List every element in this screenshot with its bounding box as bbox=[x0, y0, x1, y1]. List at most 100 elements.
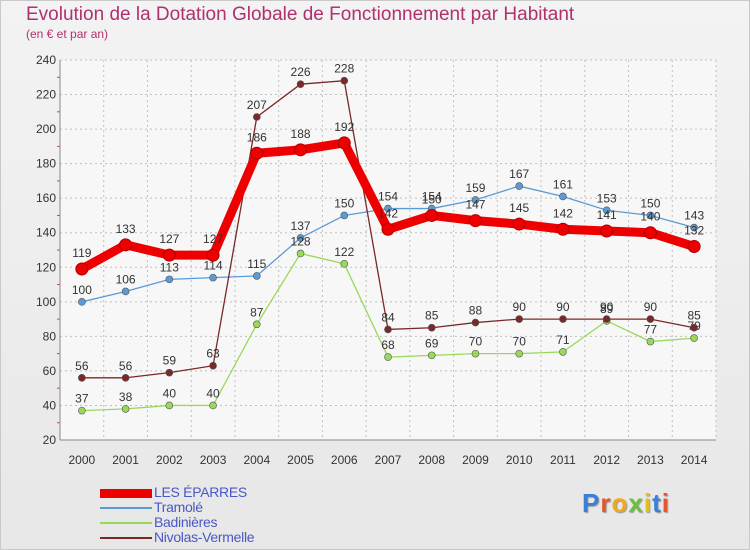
legend-label: Badinières bbox=[154, 514, 218, 530]
data-point bbox=[340, 260, 349, 268]
data-point bbox=[425, 208, 439, 222]
logo-letter: o bbox=[611, 488, 629, 518]
data-point bbox=[384, 353, 392, 361]
data-label: 127 bbox=[203, 232, 223, 246]
data-point bbox=[515, 182, 524, 190]
chart-title: Evolution de la Dotation Globale de Fonc… bbox=[26, 4, 575, 25]
x-tick-label: 2006 bbox=[331, 453, 358, 467]
data-point bbox=[643, 226, 657, 240]
x-tick-label: 2004 bbox=[243, 453, 270, 467]
logo-letter: i bbox=[643, 488, 653, 518]
data-label: 132 bbox=[684, 224, 704, 238]
data-label: 59 bbox=[163, 354, 177, 368]
data-point bbox=[121, 405, 130, 413]
y-tick-label: 20 bbox=[43, 433, 57, 447]
data-point bbox=[384, 325, 392, 334]
x-tick-label: 2000 bbox=[69, 453, 96, 467]
data-label: 40 bbox=[206, 386, 220, 400]
data-point bbox=[559, 315, 567, 323]
data-label: 84 bbox=[381, 310, 395, 324]
x-tick-label: 2007 bbox=[375, 453, 402, 467]
data-label: 90 bbox=[600, 300, 614, 314]
data-label: 137 bbox=[291, 219, 311, 233]
data-label: 133 bbox=[116, 222, 136, 236]
data-point bbox=[252, 113, 261, 121]
logo-letter: r bbox=[600, 488, 612, 518]
y-tick-label: 60 bbox=[43, 364, 57, 378]
data-label: 38 bbox=[119, 390, 133, 404]
data-label: 90 bbox=[556, 300, 570, 314]
data-point bbox=[381, 222, 395, 236]
data-point bbox=[690, 323, 698, 332]
data-point bbox=[165, 275, 174, 284]
data-point bbox=[165, 401, 174, 410]
x-tick-label: 2002 bbox=[156, 453, 183, 467]
data-label: 63 bbox=[206, 347, 220, 361]
data-label: 87 bbox=[250, 305, 264, 319]
logo-letter: t bbox=[652, 488, 662, 518]
data-label: 40 bbox=[163, 386, 177, 400]
data-label: 228 bbox=[334, 62, 354, 76]
logo-letter: P bbox=[582, 488, 601, 518]
data-point bbox=[471, 349, 480, 358]
data-point bbox=[337, 136, 351, 150]
data-point bbox=[75, 262, 89, 276]
data-label: 122 bbox=[334, 245, 354, 259]
data-label: 114 bbox=[203, 259, 222, 273]
x-tick-label: 2001 bbox=[112, 453, 139, 467]
logo-letter: x bbox=[628, 488, 644, 518]
data-point bbox=[646, 337, 655, 346]
data-point bbox=[252, 272, 261, 280]
data-point bbox=[250, 146, 264, 160]
data-label: 127 bbox=[159, 232, 179, 246]
data-label: 150 bbox=[422, 192, 442, 206]
data-label: 37 bbox=[75, 392, 89, 406]
data-label: 142 bbox=[553, 206, 573, 220]
legend-swatch bbox=[100, 507, 152, 509]
data-point bbox=[556, 222, 570, 236]
data-point bbox=[471, 196, 480, 204]
data-label: 186 bbox=[247, 130, 267, 144]
data-label: 68 bbox=[381, 338, 395, 352]
data-label: 85 bbox=[425, 309, 439, 323]
x-tick-label: 2014 bbox=[681, 453, 708, 467]
data-label: 141 bbox=[597, 208, 617, 222]
y-tick-label: 220 bbox=[36, 88, 56, 102]
x-tick-label: 2011 bbox=[550, 453, 576, 467]
data-point bbox=[687, 240, 701, 254]
data-label: 69 bbox=[425, 336, 439, 350]
data-label: 140 bbox=[640, 210, 660, 224]
data-point bbox=[209, 361, 217, 370]
data-point bbox=[209, 401, 217, 410]
x-tick-label: 2009 bbox=[462, 453, 489, 467]
data-point bbox=[296, 249, 305, 258]
data-point bbox=[602, 206, 611, 215]
data-label: 70 bbox=[469, 335, 483, 349]
data-point bbox=[602, 315, 611, 323]
data-label: 85 bbox=[687, 309, 701, 323]
data-label: 226 bbox=[291, 65, 311, 79]
data-point bbox=[78, 374, 86, 382]
data-point bbox=[512, 217, 526, 231]
y-tick-label: 40 bbox=[43, 398, 57, 412]
y-tick-label: 160 bbox=[36, 191, 56, 205]
legend-label: Nivolas-Vermelle bbox=[154, 529, 255, 545]
data-label: 188 bbox=[291, 127, 311, 141]
data-point bbox=[427, 351, 436, 360]
x-tick-label: 2012 bbox=[593, 453, 620, 467]
data-label: 71 bbox=[556, 333, 570, 347]
data-point bbox=[206, 248, 220, 262]
y-tick-label: 140 bbox=[36, 226, 56, 240]
data-point bbox=[296, 80, 305, 88]
data-label: 119 bbox=[72, 246, 91, 260]
data-point bbox=[600, 224, 614, 238]
data-point bbox=[559, 348, 567, 356]
data-point bbox=[690, 334, 698, 342]
chart-subtitle: (en € et par an) bbox=[26, 27, 109, 41]
y-tick-label: 80 bbox=[43, 329, 57, 343]
y-tick-label: 100 bbox=[36, 295, 56, 309]
data-label: 143 bbox=[684, 209, 704, 223]
legend-label: LES ÉPARRES bbox=[154, 484, 247, 500]
legend-swatch bbox=[100, 489, 152, 498]
data-point bbox=[119, 238, 133, 252]
